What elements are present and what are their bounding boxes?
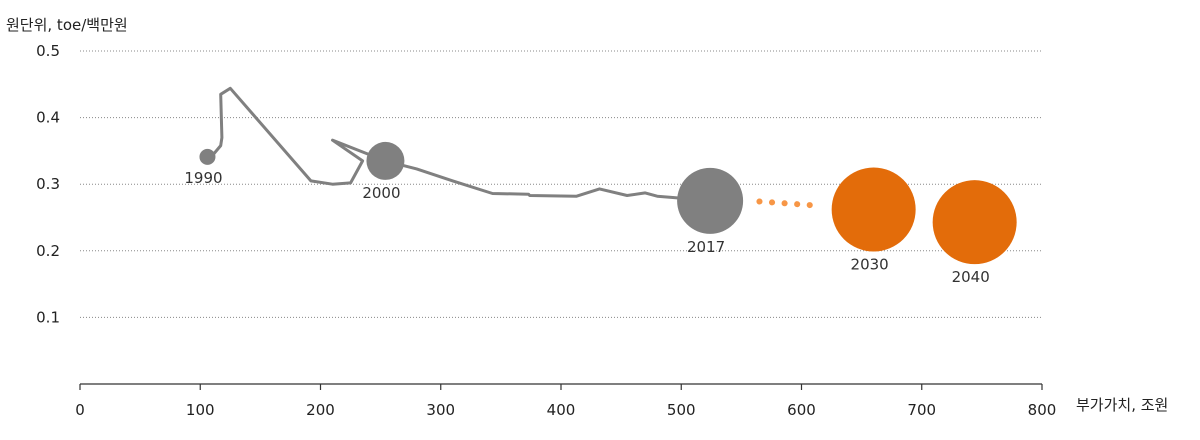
- x-tick-label: 400: [547, 401, 576, 419]
- y-tick-label: 0.5: [36, 42, 60, 60]
- y-tick-label: 0.2: [36, 242, 60, 260]
- x-tick-label: 200: [306, 401, 335, 419]
- x-axis-title: 부가가치, 조원: [1076, 396, 1168, 414]
- bubble-2000: [366, 141, 405, 180]
- data-label-2000: 2000: [362, 184, 400, 202]
- y-axis-title: 원단위, toe/백만원: [6, 16, 128, 34]
- axes: [79, 383, 1043, 390]
- bubble-1990: [199, 148, 216, 165]
- data-label-1990: 1990: [184, 169, 222, 187]
- y-tick-label: 0.4: [36, 109, 60, 127]
- projection-dotted-line: [756, 198, 819, 209]
- tick-labels: 0.1 0.2 0.3 0.4 0.5 0 100 200 300 400 500 600 700 800: [36, 42, 1056, 419]
- historical-trajectory-line: [206, 86, 712, 203]
- x-tick-label: 300: [426, 401, 455, 419]
- x-tick-label: 800: [1028, 401, 1057, 419]
- data-label-layer: 1990 2000 2017 2030 2040: [184, 169, 989, 286]
- data-label-2040: 2040: [952, 268, 990, 286]
- x-tick-label: 500: [667, 401, 696, 419]
- x-tick-label: 100: [186, 401, 215, 419]
- bubble-2040: [932, 180, 1017, 265]
- bubble-2017: [677, 167, 744, 234]
- x-tick-label: 600: [787, 401, 816, 419]
- data-label-2030: 2030: [851, 256, 889, 274]
- bubble-2030: [831, 167, 916, 252]
- data-label-2017: 2017: [687, 238, 725, 256]
- x-tick-label: 0: [75, 401, 85, 419]
- bubble-layer: [199, 141, 1017, 265]
- x-tick-label: 700: [907, 401, 936, 419]
- y-tick-label: 0.1: [36, 308, 60, 326]
- y-tick-label: 0.3: [36, 175, 60, 193]
